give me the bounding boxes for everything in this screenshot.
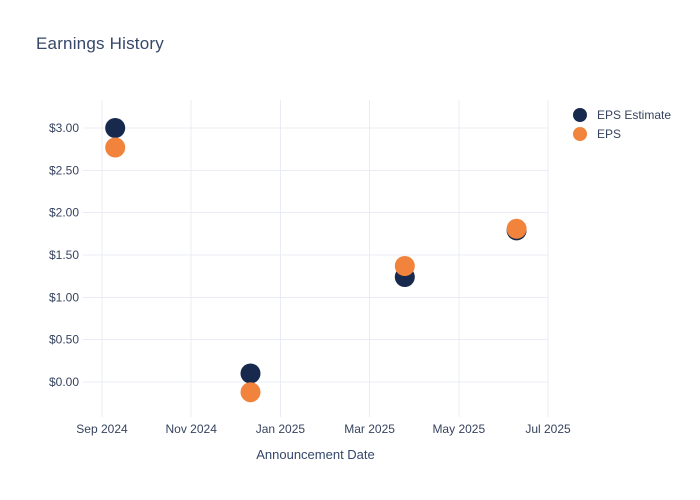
x-tick-label: May 2025 (432, 422, 485, 436)
y-tick-label: $0.00 (49, 375, 79, 389)
eps-point[interactable] (105, 137, 126, 158)
y-tick-label: $2.50 (49, 163, 79, 177)
x-tick-label: Nov 2024 (166, 422, 218, 436)
eps-estimate-point[interactable] (105, 118, 126, 138)
y-tick-label: $1.00 (49, 290, 79, 304)
chart-title: Earnings History (36, 34, 164, 53)
x-tick-label: Jul 2025 (525, 422, 571, 436)
eps-marker-icon (573, 126, 587, 141)
legend-label-eps: EPS (597, 126, 622, 141)
eps-estimate-marker-icon (573, 107, 587, 122)
x-axis-title: Announcement Date (256, 447, 375, 462)
y-tick-label: $0.50 (49, 333, 79, 347)
eps-estimate-point[interactable] (240, 363, 261, 384)
eps-point[interactable] (240, 382, 261, 403)
legend-label-eps-estimate: EPS Estimate (597, 107, 672, 122)
y-tick-label: $1.50 (49, 248, 79, 262)
eps-point[interactable] (506, 218, 527, 239)
eps-point[interactable] (394, 256, 415, 276)
legend-item-eps-estimate[interactable]: EPS Estimate (573, 105, 671, 124)
x-tick-label: Mar 2025 (344, 422, 395, 436)
x-tick-label: Sep 2024 (76, 422, 128, 436)
y-tick-label: $3.00 (49, 121, 79, 135)
legend: EPS Estimate EPS (573, 105, 671, 143)
y-tick-label: $2.00 (49, 206, 79, 220)
x-tick-label: Jan 2025 (256, 422, 306, 436)
legend-item-eps[interactable]: EPS (573, 124, 671, 143)
